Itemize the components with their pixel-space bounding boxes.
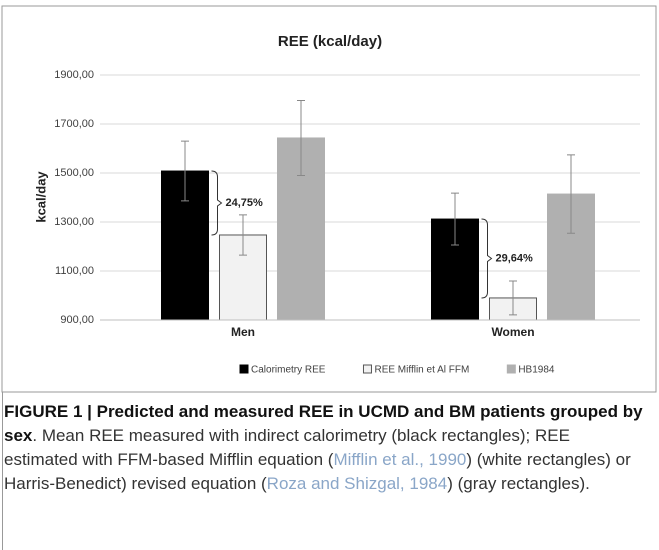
annotation: 29,64%: [496, 252, 534, 264]
caption-text: ) (gray rectangles).: [447, 474, 590, 493]
legend-swatch: [239, 364, 249, 374]
citation: Roza and Shizgal, 1984: [266, 474, 448, 493]
caption-text: ) (white rectangles) or Harris-Benedict)…: [4, 450, 631, 493]
legend-swatch: [506, 364, 516, 374]
legend-swatch: [362, 364, 372, 374]
caption-text: . Mean REE measured with indirect calori…: [4, 426, 570, 469]
y-tick-label: 1500,00: [54, 167, 94, 179]
caption-title: FIGURE 1 | Predicted and measured REE in…: [4, 402, 643, 445]
bracket: [481, 218, 493, 299]
y-tick-label: 1100,00: [55, 265, 94, 277]
bracket: [211, 170, 223, 236]
y-tick-label: 900,00: [60, 314, 94, 326]
error-bar: [239, 214, 247, 256]
y-axis-title: kcal/day: [33, 171, 48, 223]
chart: REE (kcal/day) kcal/day 900,00 1100,00 130…: [1, 5, 657, 393]
chart-title: REE (kcal/day): [278, 33, 382, 50]
error-bar: [451, 192, 459, 246]
x-tick-label: Men: [231, 325, 255, 339]
legend-label: REE Mifflin et Al FFM: [374, 365, 469, 376]
chart-frame: [1, 5, 657, 393]
y-tick-label: 1700,00: [54, 118, 94, 130]
annotation: 24,75%: [226, 197, 264, 209]
frame-line: [2, 392, 3, 550]
legend-label: Calorimetry REE: [251, 365, 326, 376]
y-tick-label: 1900,00: [54, 69, 94, 81]
citation: Mifflin et al., 1990: [333, 450, 467, 469]
error-bar: [509, 280, 517, 316]
error-bar: [567, 154, 575, 234]
caption: FIGURE 1 | Predicted and measured REE in…: [4, 400, 644, 496]
legend-label: HB1984: [518, 365, 555, 376]
error-bar: [181, 140, 189, 202]
x-tick-label: Women: [491, 325, 534, 339]
y-tick-label: 1300,00: [54, 216, 94, 228]
error-bar: [297, 99, 305, 176]
